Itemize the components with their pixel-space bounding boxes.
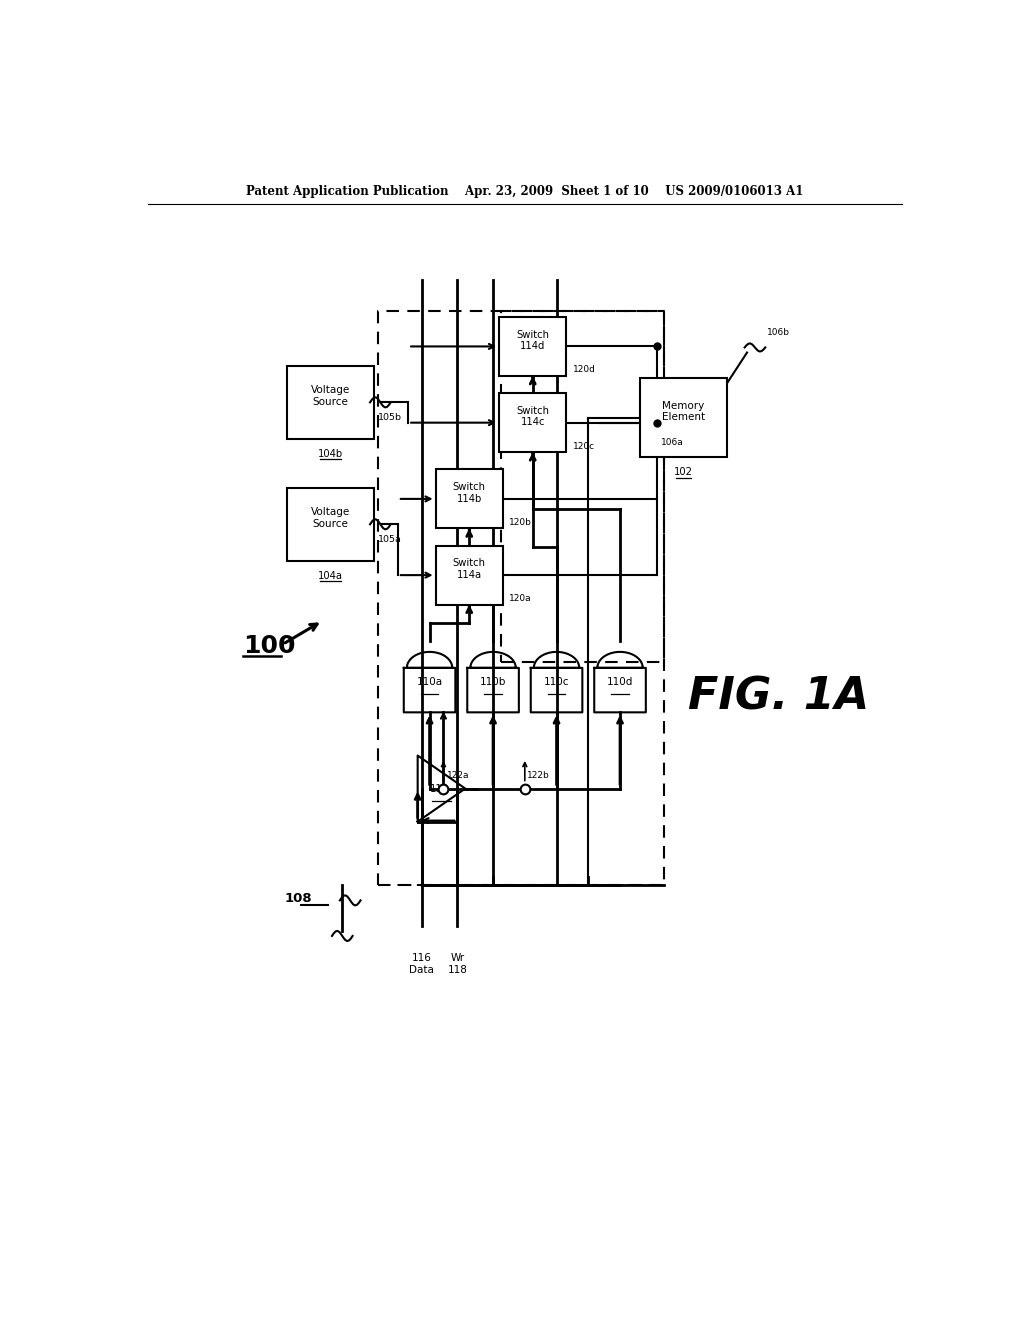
- Text: 120c: 120c: [572, 442, 595, 450]
- Bar: [640, 378, 727, 457]
- Text: 120b: 120b: [509, 517, 532, 527]
- Text: 102: 102: [674, 467, 693, 478]
- Text: 105b: 105b: [378, 413, 402, 422]
- Text: 110a: 110a: [417, 677, 442, 688]
- Text: 110d: 110d: [607, 677, 633, 688]
- Text: 120a: 120a: [509, 594, 531, 603]
- Text: 104a: 104a: [317, 572, 343, 581]
- Text: 116
Data: 116 Data: [410, 953, 434, 975]
- Bar: [499, 317, 566, 376]
- Text: Voltage
Source: Voltage Source: [310, 507, 350, 529]
- Text: 108: 108: [285, 892, 312, 904]
- Bar: [499, 393, 566, 453]
- Text: 104b: 104b: [317, 449, 343, 459]
- Text: Switch
114b: Switch 114b: [453, 482, 485, 504]
- Text: 120d: 120d: [572, 366, 596, 375]
- Text: Switch
114c: Switch 114c: [516, 405, 549, 428]
- Bar: [287, 487, 374, 561]
- Text: 106a: 106a: [662, 438, 684, 447]
- Bar: [435, 470, 503, 528]
- Text: 110b: 110b: [480, 677, 506, 688]
- Text: 112: 112: [429, 784, 449, 793]
- Text: Patent Application Publication    Apr. 23, 2009  Sheet 1 of 10    US 2009/010601: Patent Application Publication Apr. 23, …: [246, 185, 804, 198]
- Text: 105a: 105a: [378, 535, 401, 544]
- Text: Switch
114a: Switch 114a: [453, 558, 485, 579]
- Text: 106b: 106b: [767, 327, 790, 337]
- Text: 122a: 122a: [446, 771, 469, 780]
- Text: Switch
114d: Switch 114d: [516, 330, 549, 351]
- Text: FIG. 1A: FIG. 1A: [688, 676, 869, 718]
- Text: Wr
118: Wr 118: [447, 953, 467, 975]
- Text: 100: 100: [243, 635, 296, 659]
- Text: 122b: 122b: [527, 771, 550, 780]
- Text: Voltage
Source: Voltage Source: [310, 385, 350, 407]
- Text: Memory
Element: Memory Element: [662, 401, 706, 422]
- Bar: [435, 545, 503, 605]
- Bar: [287, 366, 374, 440]
- Text: 110c: 110c: [544, 677, 569, 688]
